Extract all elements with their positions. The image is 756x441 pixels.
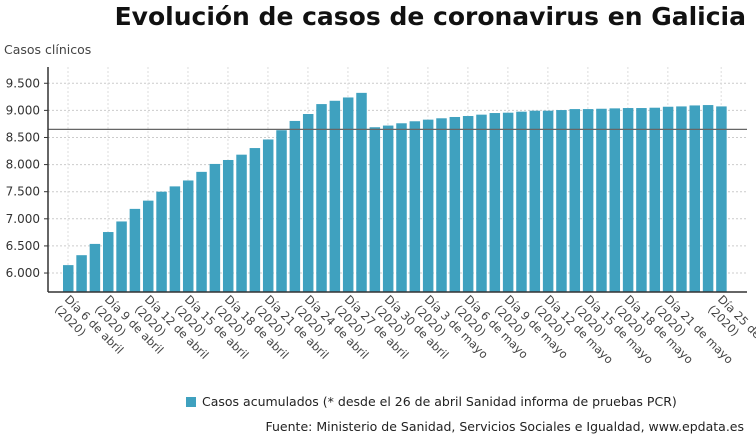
bar-13-may (556, 110, 567, 293)
bar-23-abr (289, 120, 301, 292)
bar-20-abr (249, 148, 261, 292)
bar-20-may (649, 107, 661, 293)
bar-5-may (449, 116, 461, 293)
bar-21-may (662, 106, 674, 292)
legend-swatch (186, 396, 196, 407)
bar-9-may (502, 112, 514, 292)
bar-6-may (462, 116, 474, 292)
y-tick-label: 7.500 (6, 185, 40, 199)
bar-3-may (422, 119, 434, 292)
bar-10-may (516, 111, 527, 292)
bar-21-abr (262, 139, 274, 292)
bar-19-abr (236, 154, 247, 292)
bar-26-abr (329, 100, 341, 293)
bar-27-abr (342, 97, 354, 292)
bar-12-abr (142, 200, 154, 292)
bar-7-may (476, 114, 487, 293)
bar-24-may (702, 105, 714, 292)
bar-16-may (596, 108, 607, 293)
bar-30-abr (382, 125, 394, 292)
bar-10-abr (116, 221, 127, 292)
bar-22-abr (276, 130, 287, 292)
bar-13-abr (156, 191, 167, 292)
bar-9-abr (102, 232, 114, 292)
bar-25-abr (316, 104, 327, 292)
legend-label: Casos acumulados (* desde el 26 de abril… (202, 394, 677, 409)
bar-17-abr (209, 163, 221, 292)
legend: Casos acumulados (* desde el 26 de abril… (186, 394, 677, 409)
bar-11-may (529, 110, 541, 292)
source-note: Fuente: Ministerio de Sanidad, Servicios… (265, 419, 745, 434)
y-tick-label: 6.000 (6, 266, 40, 280)
bar-1-may (396, 123, 407, 293)
bar-28-abr (356, 92, 367, 292)
bar-8-abr (89, 243, 101, 292)
bar-4-may (436, 118, 447, 292)
bar-14-may (569, 109, 581, 292)
bar-6-abr (63, 265, 74, 292)
bar-7-abr (76, 255, 87, 292)
bar-12-may (542, 110, 554, 292)
bar-8-may (489, 113, 501, 292)
y-tick-label: 6.500 (6, 239, 40, 253)
y-tick-label: 8.500 (6, 130, 40, 144)
y-tick-label: 7.000 (6, 212, 40, 226)
bar-22-may (676, 106, 687, 292)
bar-15-may (582, 109, 594, 292)
bar-19-may (636, 108, 647, 292)
bar-24-abr (302, 114, 314, 292)
y-tick-label: 8.000 (6, 158, 40, 172)
bar-16-abr (196, 171, 207, 292)
bar-18-abr (222, 159, 234, 292)
bar-25-may (716, 106, 727, 292)
bar-15-abr (182, 180, 194, 292)
bar-23-may (689, 105, 701, 292)
bar-14-abr (169, 186, 181, 292)
bar-11-abr (129, 208, 141, 292)
bar-29-abr (369, 127, 381, 292)
chart-title: Evolución de casos de coronavirus en Gal… (114, 2, 746, 31)
bar-2-may (409, 121, 421, 292)
y-tick-label: 9.000 (6, 103, 40, 117)
y-tick-label: 9.500 (6, 76, 40, 90)
y-axis-label: Casos clínicos (4, 42, 92, 57)
bar-17-may (609, 108, 621, 293)
bar-18-may (622, 108, 634, 292)
